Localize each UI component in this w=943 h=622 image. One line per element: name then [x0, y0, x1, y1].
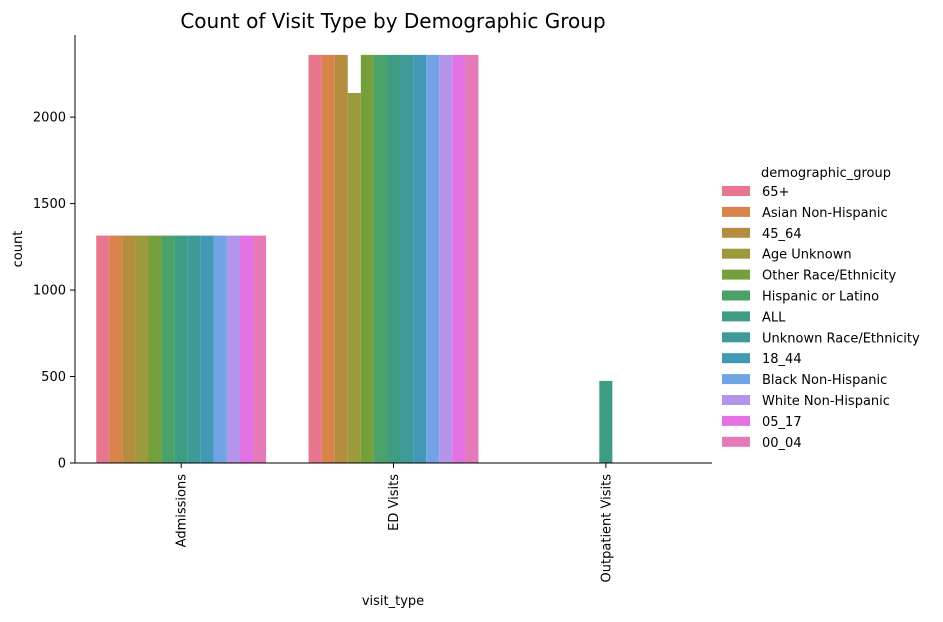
bar-admissions-black-non-hispanic [213, 235, 227, 463]
legend-label: Other Race/Ethnicity [762, 269, 897, 284]
legend-swatch [722, 374, 750, 385]
legend-label: ALL [762, 310, 786, 325]
legend-label: 05_17 [762, 415, 802, 430]
legend-label: Asian Non-Hispanic [762, 206, 888, 221]
legend-swatch [722, 227, 750, 238]
x-tick-label: Outpatient Visits [599, 474, 614, 583]
y-tick-label: 500 [41, 370, 66, 385]
y-tick-label: 1500 [33, 197, 66, 212]
legend-swatch [722, 290, 750, 301]
legend-label: Age Unknown [762, 248, 852, 263]
bar-ed-visits-45-64 [334, 54, 348, 463]
bar-admissions-white-non-hispanic [226, 235, 240, 463]
legend-swatch [722, 311, 750, 322]
x-axis-label: visit_type [362, 594, 424, 609]
bar-admissions-unknown-race-ethnicity [187, 235, 201, 463]
chart-title: Count of Visit Type by Demographic Group [180, 9, 605, 33]
bar-admissions-00-04 [253, 235, 267, 463]
bar-ed-visits-unknown-race-ethnicity [400, 54, 414, 463]
legend-label: White Non-Hispanic [762, 394, 890, 409]
bar-ed-visits-65- [308, 54, 322, 463]
legend-label: 00_04 [762, 436, 802, 451]
legend-label: 18_44 [762, 352, 802, 367]
bar-admissions-18-44 [200, 235, 214, 463]
bar-admissions-asian-non-hispanic [109, 235, 123, 463]
legend-swatch [722, 186, 750, 196]
x-tick-label: Admissions [175, 474, 190, 548]
y-tick-label: 0 [58, 457, 66, 472]
legend-swatch [722, 248, 750, 259]
legend-swatch [722, 206, 750, 217]
bar-admissions-hispanic-or-latino [161, 235, 175, 463]
bar-admissions-age-unknown [135, 235, 149, 463]
bar-ed-visits-18-44 [413, 54, 427, 463]
bar-ed-visits-age-unknown [347, 92, 361, 464]
y-ticks-group: 0 500 1000 1500 2000 [33, 111, 75, 472]
bar-ed-visits-all [386, 54, 401, 463]
bar-admissions-65- [96, 235, 110, 463]
legend-swatch [722, 436, 750, 447]
legend-label: Black Non-Hispanic [762, 373, 887, 388]
y-tick-label: 2000 [33, 111, 66, 126]
legend-label: Hispanic or Latino [762, 290, 879, 305]
legend-swatch [722, 269, 750, 280]
bar-ed-visits-black-non-hispanic [426, 54, 440, 463]
bar-outpatient-visits-all [599, 380, 613, 463]
bars-group [96, 54, 613, 464]
legend-swatch [722, 395, 750, 405]
legend-label: Unknown Race/Ethnicity [762, 331, 920, 346]
legend-label: 45_64 [762, 227, 802, 242]
bar-admissions-all [174, 235, 188, 463]
bar-admissions-other-race-ethnicity [148, 235, 162, 463]
bar-ed-visits-hispanic-or-latino [373, 54, 387, 463]
legend-title: demographic_group [761, 166, 891, 181]
legend-swatch [722, 332, 750, 343]
bar-ed-visits-white-non-hispanic [439, 54, 453, 463]
bar-ed-visits-asian-non-hispanic [321, 54, 335, 463]
y-axis-label: count [11, 231, 26, 268]
x-tick-label: ED Visits [387, 474, 402, 531]
legend-swatch [722, 353, 750, 364]
x-ticks-group: Admissions ED Visits Outpatient Visits [175, 463, 614, 583]
bar-ed-visits-other-race-ethnicity [360, 54, 374, 463]
legend-items: 65+ Asian Non-Hispanic 45_64 Age Unknown Oth… [722, 185, 920, 451]
bar-admissions-05-17 [239, 235, 254, 463]
y-tick-label: 1000 [33, 284, 66, 299]
legend-swatch [722, 415, 750, 426]
bar-admissions-45-64 [122, 235, 136, 463]
legend-label: 65+ [762, 185, 789, 200]
bar-ed-visits-05-17 [452, 54, 466, 463]
legend: demographic_group 65+ Asian Non-Hispanic 4… [722, 166, 920, 451]
bar-ed-visits-00-04 [465, 54, 479, 463]
